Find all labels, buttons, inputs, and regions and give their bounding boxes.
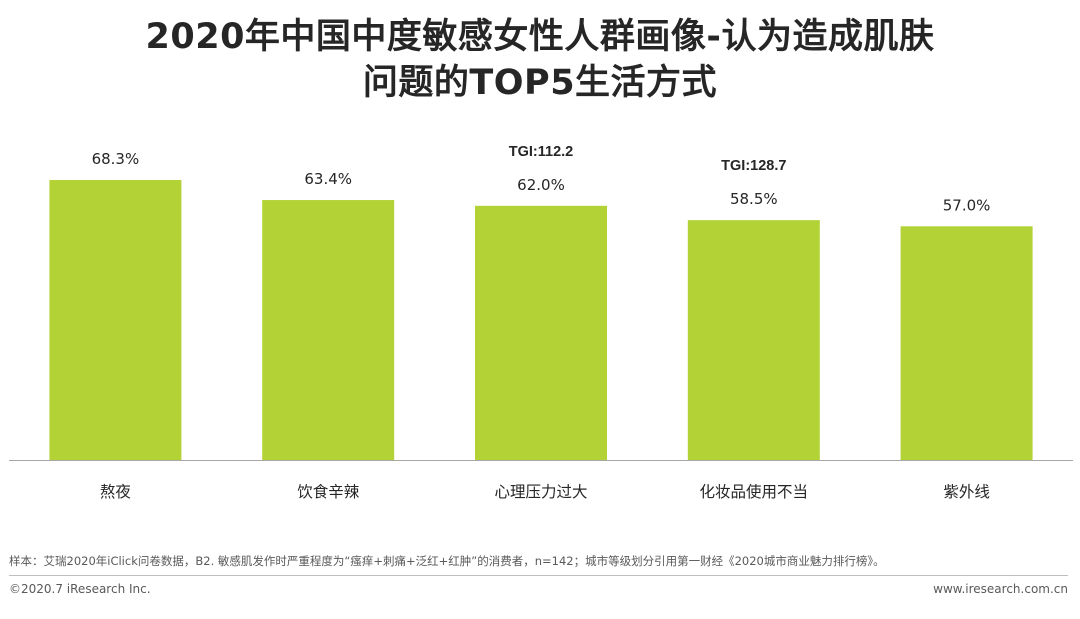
category-label: 熬夜 xyxy=(100,482,132,501)
chart-title: 2020年中国中度敏感女性人群画像-认为造成肌肤 问题的TOP5生活方式 xyxy=(0,14,1080,106)
category-label: 心理压力过大 xyxy=(494,483,587,501)
value-label: 68.3% xyxy=(92,150,140,168)
copyright-text: ©2020.7 iResearch Inc. xyxy=(9,582,151,596)
bar-5 xyxy=(900,226,1033,460)
tgi-annotation: TGI:112.2 xyxy=(509,144,573,160)
bar-1 xyxy=(49,179,182,460)
footer-divider xyxy=(9,575,1068,576)
website-link[interactable]: www.iresearch.com.cn xyxy=(933,582,1068,596)
category-label: 紫外线 xyxy=(943,483,990,501)
bar-chart: 68.3% 熬夜 63.4% 饮食辛辣 62.0% TGI:112.2 心理压力过大 58.5… xyxy=(9,144,1073,501)
bar-4 xyxy=(687,220,820,460)
value-label: 58.5% xyxy=(730,190,778,208)
chart-title-line-2: 问题的TOP5生活方式 xyxy=(362,63,718,103)
chart-title-line-1: 2020年中国中度敏感女性人群画像-认为造成肌肤 xyxy=(145,17,935,57)
source-footnote: 样本：艾瑞2020年iClick问卷数据，B2. 敏感肌发作时严重程度为“瘙痒+… xyxy=(9,554,885,568)
bar-2 xyxy=(262,200,395,460)
bar-3 xyxy=(475,205,607,460)
category-label: 饮食辛辣 xyxy=(297,483,360,501)
value-label: 62.0% xyxy=(517,176,565,194)
value-label: 57.0% xyxy=(943,196,991,214)
category-label: 化妆品使用不当 xyxy=(700,483,809,501)
tgi-annotation: TGI:128.7 xyxy=(721,158,786,174)
value-label: 63.4% xyxy=(304,170,352,188)
